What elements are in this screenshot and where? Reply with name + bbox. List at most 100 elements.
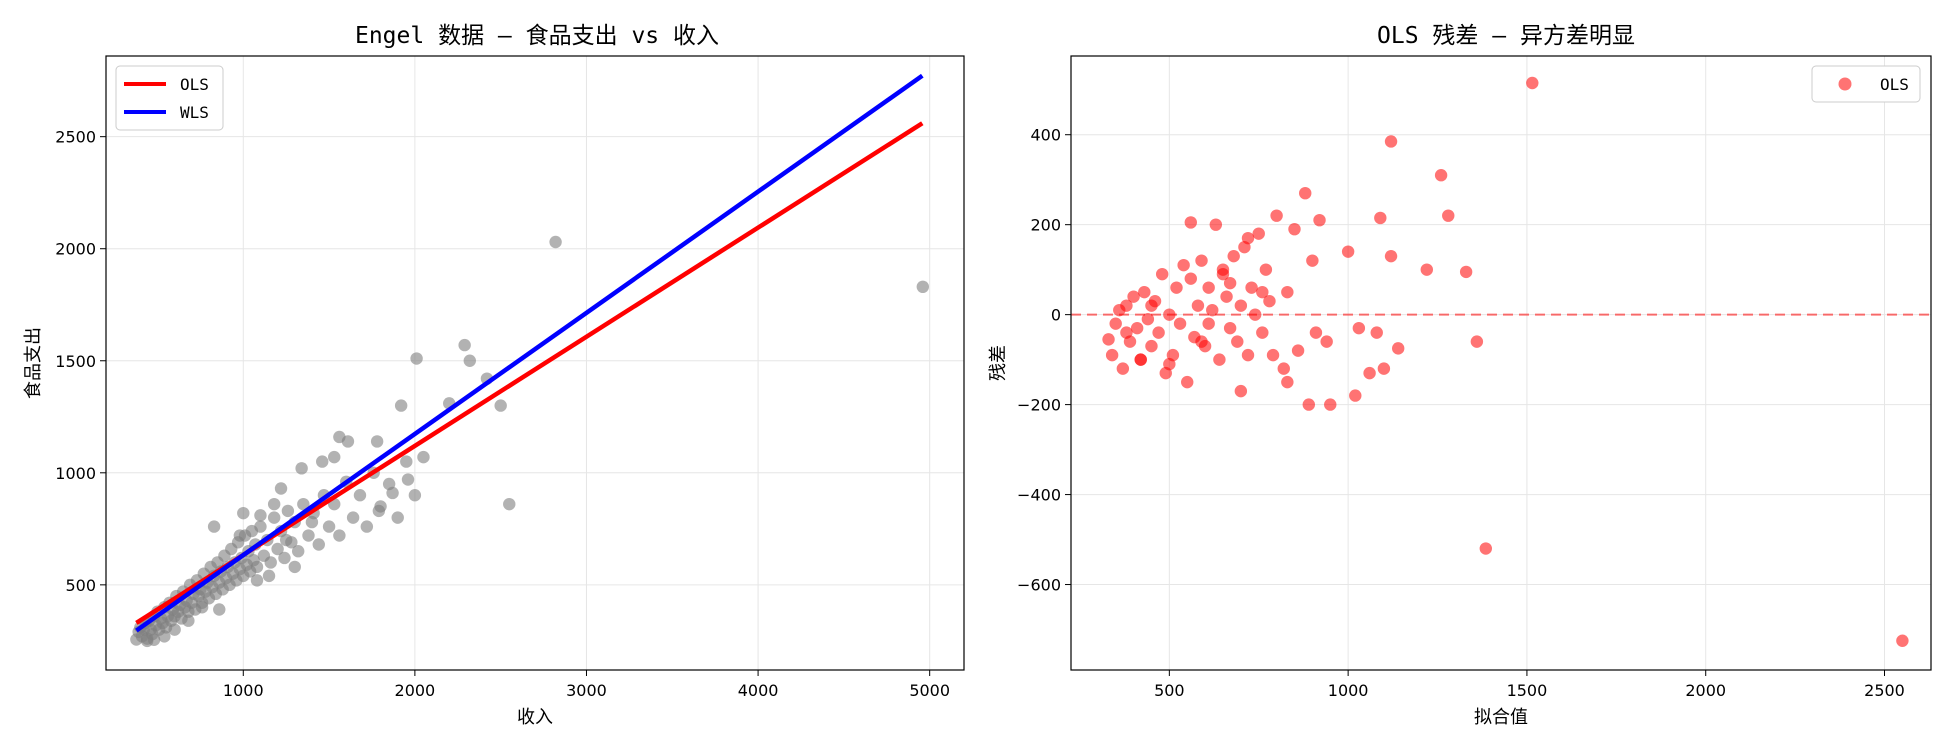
residual-point (1209, 218, 1223, 231)
residual-point (1245, 281, 1258, 294)
residual-point (1434, 169, 1448, 182)
residual-point (1384, 135, 1398, 148)
residual-point (1116, 362, 1130, 375)
x-tick-label: 1000 (1328, 681, 1369, 700)
residual-point (1302, 398, 1315, 411)
scatter-point (322, 520, 336, 533)
residual-point (1223, 321, 1237, 335)
residual-point (1291, 344, 1305, 357)
x-axis-label: 收入 (517, 707, 553, 728)
x-tick-label: 1000 (223, 681, 264, 700)
scatter-point (341, 435, 355, 448)
scatter-point (394, 399, 408, 412)
x-tick-label: 4000 (738, 681, 779, 700)
y-tick-label: −400 (1017, 486, 1061, 505)
residual-point (1384, 249, 1398, 263)
chart-ols-residuals: OLS 残差 — 异方差明显 500 1000 1500 2000 2500−600−4… (988, 23, 1932, 728)
residual-point (1391, 342, 1405, 355)
residual-point (1191, 299, 1205, 312)
plot-frame (105, 55, 965, 671)
ticks: 1000 2000 3000 4000 5000 500 1000 1500 2000 2500 (55, 128, 950, 700)
chart-engel-income-food: Engel 数据 — 食品支出 vs 收入 1000 2000 3000 4000 50… (23, 23, 965, 728)
residual-point (1120, 326, 1133, 339)
ticks: 500 1000 1500 2000 2500 −600 −400 −200 0 200 400 (1017, 126, 1905, 700)
residual-point (1120, 299, 1133, 312)
scatter-point (297, 497, 310, 511)
scatter-point (262, 569, 276, 583)
scatter-point (233, 529, 247, 542)
residual-point (1248, 308, 1262, 321)
residual-point (1234, 299, 1248, 312)
residual-point (1309, 326, 1323, 339)
residual-point (1145, 299, 1158, 312)
residual-point (1105, 348, 1119, 362)
x-tick-label: 3000 (566, 681, 607, 700)
residual-point (1195, 254, 1208, 267)
y-axis-label: 食品支出 (23, 327, 44, 399)
residual-point (1184, 272, 1197, 285)
scatter-point (305, 515, 319, 529)
scatter-point (391, 511, 404, 524)
scatter-point (302, 529, 315, 542)
y-tick-label: 200 (1030, 216, 1061, 235)
data-marks (1071, 76, 1931, 647)
residual-point (1234, 384, 1248, 398)
residual-point (1266, 348, 1280, 362)
scatter-point (401, 473, 415, 486)
scatter-point (264, 556, 277, 569)
scatter-point (267, 497, 281, 511)
scatter-point (503, 497, 516, 511)
residual-point (1220, 290, 1233, 303)
scatter-point (360, 520, 374, 533)
residual-point (1281, 285, 1294, 299)
scatter-point (237, 506, 250, 520)
residual-point (1256, 326, 1269, 339)
residual-point (1313, 213, 1326, 227)
residual-point (1263, 294, 1276, 308)
residual-point (1181, 375, 1194, 389)
scatter-point (291, 545, 305, 558)
x-tick-label: 500 (1154, 681, 1185, 700)
y-tick-label: 2000 (55, 240, 96, 259)
scatter-point (254, 520, 267, 533)
residual-point (1281, 375, 1294, 389)
scatter-point (410, 352, 423, 365)
residual-point (1173, 317, 1187, 330)
scatter-point (295, 462, 308, 475)
scatter-point (400, 455, 413, 468)
residual-point (1127, 290, 1140, 303)
residual-point (1252, 227, 1265, 240)
residual-point (1216, 263, 1230, 276)
scatter-point (140, 634, 154, 648)
scatter-point (316, 455, 329, 468)
residual-point (1163, 357, 1176, 371)
residual-point (1202, 317, 1215, 330)
scatter-point (168, 623, 181, 636)
scatter-point (370, 435, 384, 448)
scatter-point (254, 509, 267, 522)
scatter-point (916, 280, 930, 294)
residual-point (1141, 312, 1155, 326)
scatter-point (281, 504, 295, 518)
residual-point (1896, 634, 1909, 647)
residual-point (1349, 389, 1362, 402)
scatter-point (267, 511, 281, 524)
residual-point (1470, 335, 1484, 348)
legend: OLS (1811, 65, 1921, 103)
scatter-point (458, 338, 471, 352)
y-tick-label: −200 (1017, 396, 1061, 415)
scatter-point (274, 482, 288, 495)
scatter-point (250, 560, 264, 574)
residual-point (1341, 245, 1355, 258)
residual-point (1145, 339, 1158, 353)
y-tick-label: 500 (65, 576, 96, 595)
x-tick-label: 2500 (1864, 681, 1905, 700)
residual-point (1270, 209, 1283, 222)
residual-point (1320, 335, 1333, 348)
residual-point (1442, 209, 1455, 222)
residual-point (1288, 222, 1301, 236)
y-tick-label: 1000 (55, 464, 96, 483)
y-axis-label: 残差 (988, 345, 1009, 381)
residual-point (1130, 321, 1144, 335)
residual-point (1184, 216, 1197, 229)
